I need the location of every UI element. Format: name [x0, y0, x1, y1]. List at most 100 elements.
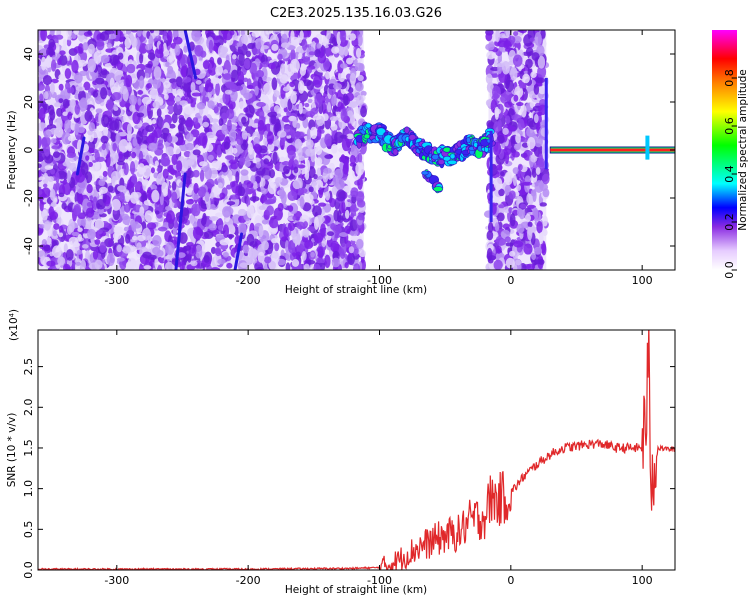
noise-cell — [189, 214, 195, 225]
noise-cell — [510, 135, 515, 148]
noise-cell — [287, 239, 296, 254]
noise-cell — [271, 43, 279, 52]
noise-cell — [154, 257, 159, 269]
noise-cell — [38, 59, 41, 67]
noise-cell — [49, 211, 59, 220]
noise-cell — [237, 186, 246, 197]
noise-cell — [511, 114, 522, 121]
noise-cell — [253, 143, 261, 153]
noise-cell — [38, 250, 46, 259]
noise-cell — [101, 147, 107, 159]
noise-cell — [94, 160, 101, 172]
noise-cell — [318, 187, 324, 199]
noise-cell — [257, 76, 264, 89]
noise-cell — [251, 31, 260, 38]
noise-cell — [183, 106, 194, 115]
noise-cell — [313, 216, 319, 230]
noise-cell — [325, 191, 331, 201]
noise-cell — [330, 240, 340, 253]
noise-cell — [357, 152, 363, 164]
noise-cell — [97, 229, 103, 235]
noise-cell — [241, 34, 248, 45]
noise-cell — [297, 187, 308, 194]
noise-cell — [250, 175, 256, 184]
noise-cell — [344, 262, 349, 269]
noise-cell — [67, 111, 73, 121]
noise-cell — [75, 85, 85, 92]
noise-cell — [315, 145, 323, 156]
noise-cell — [76, 249, 83, 255]
noise-cell — [221, 164, 228, 173]
noise-cell — [267, 181, 277, 195]
noise-cell — [273, 122, 279, 137]
noise-cell — [530, 71, 537, 78]
noise-cell — [515, 259, 522, 266]
noise-cell — [149, 88, 159, 100]
noise-cell — [339, 134, 348, 139]
noise-cell — [172, 30, 179, 38]
noise-cell — [224, 89, 233, 95]
noise-cell — [258, 205, 266, 210]
noise-cell — [251, 93, 256, 103]
noise-cell — [349, 229, 359, 237]
noise-cell — [57, 58, 62, 66]
noise-cell — [296, 155, 305, 161]
noise-cell — [287, 205, 294, 212]
noise-cell — [486, 230, 494, 241]
noise-cell — [207, 61, 217, 76]
noise-cell — [306, 67, 312, 74]
noise-cell — [355, 191, 365, 203]
noise-cell — [162, 168, 169, 179]
noise-cell — [313, 232, 324, 243]
noise-cell — [182, 157, 192, 169]
noise-cell — [284, 240, 289, 253]
signal-cell — [392, 148, 399, 156]
noise-cell — [50, 201, 57, 207]
noise-cell — [326, 102, 332, 113]
noise-cell — [153, 30, 160, 36]
noise-cell — [495, 30, 501, 43]
noise-cell — [358, 249, 367, 258]
noise-cell — [141, 180, 149, 186]
noise-cell — [151, 189, 160, 203]
noise-cell — [320, 223, 326, 238]
noise-cell — [178, 232, 188, 244]
noise-cell — [77, 227, 83, 233]
noise-cell — [124, 191, 131, 203]
noise-cell — [204, 166, 212, 180]
noise-cell — [241, 130, 248, 141]
noise-cell — [256, 101, 266, 108]
noise-cell — [504, 151, 510, 165]
noise-cell — [110, 86, 118, 94]
noise-cell — [41, 137, 48, 149]
x-tick-label: -300 — [104, 274, 129, 287]
noise-cell — [50, 168, 56, 175]
noise-cell — [517, 118, 525, 131]
noise-cell — [99, 241, 107, 254]
noise-cell — [496, 237, 506, 246]
noise-cell — [140, 144, 148, 150]
noise-cell — [487, 221, 494, 233]
noise-cell — [504, 188, 510, 196]
noise-cell — [122, 245, 131, 254]
noise-cell — [208, 223, 217, 231]
noise-cell — [88, 155, 95, 161]
noise-cell — [285, 63, 295, 77]
noise-cell — [151, 130, 158, 144]
noise-cell — [43, 91, 49, 100]
noise-cell — [542, 173, 550, 185]
noise-cell — [226, 233, 235, 239]
noise-cell — [73, 46, 83, 54]
noise-cell — [110, 131, 117, 143]
noise-cell — [210, 246, 216, 255]
noise-cell — [255, 69, 265, 78]
noise-cell — [277, 53, 283, 61]
noise-cell — [516, 223, 525, 234]
noise-cell — [129, 160, 136, 175]
noise-cell — [132, 223, 142, 229]
noise-cell — [542, 228, 548, 237]
noise-cell — [530, 154, 538, 163]
noise-cell — [125, 74, 133, 88]
